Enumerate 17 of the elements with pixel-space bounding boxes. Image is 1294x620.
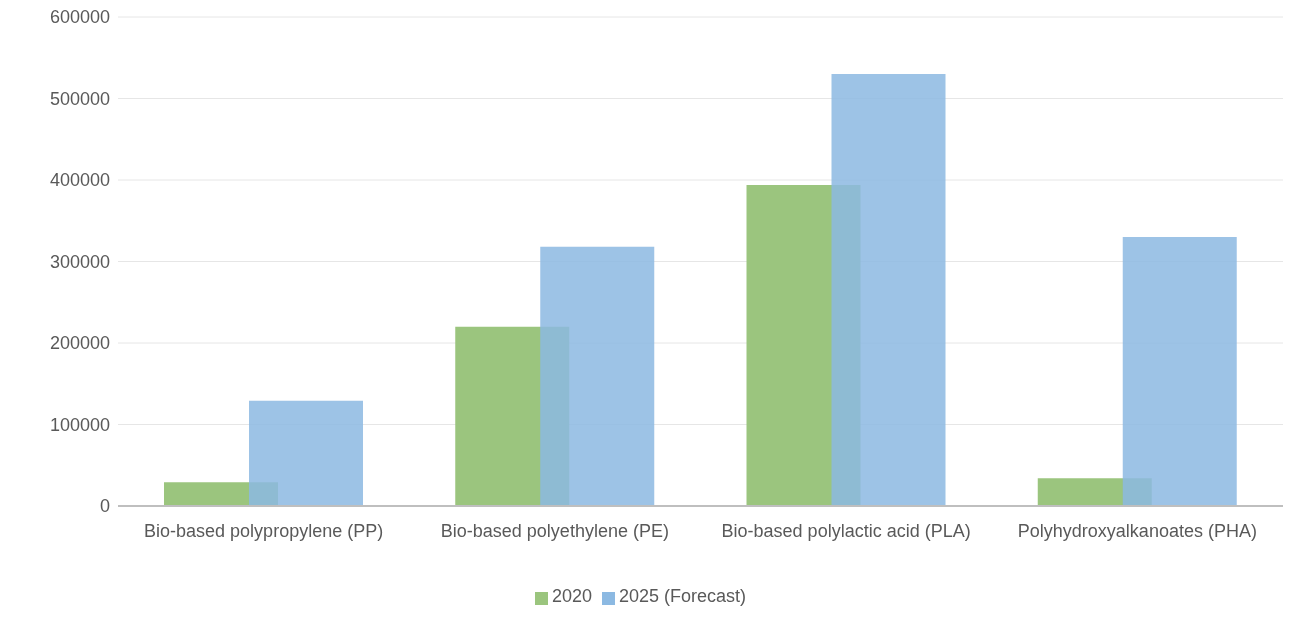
x-tick-label: Bio-based polyethylene (PE) [440,520,669,541]
x-tick-label: Bio-based polylactic acid (PLA) [721,520,971,541]
x-tick-label: Bio-based polypropylene (PP) [144,520,384,541]
y-tick-label: 100000 [49,414,110,435]
bar [249,400,363,506]
legend-label: 2025 (Forecast) [618,586,747,606]
y-tick-label: 400000 [49,170,110,191]
bar [540,246,655,506]
y-tick-label: 200000 [49,333,110,354]
y-tick-label: 300000 [49,251,110,272]
y-tick-label: 0 [99,496,110,517]
y-tick-label: 600000 [49,7,110,28]
bar [831,74,946,506]
legend-label: 2020 [551,586,592,606]
y-tick-label: 500000 [49,88,110,109]
bar [1122,237,1237,506]
x-tick-label: Polyhydroxyalkanoates (PHA) [1017,520,1257,541]
